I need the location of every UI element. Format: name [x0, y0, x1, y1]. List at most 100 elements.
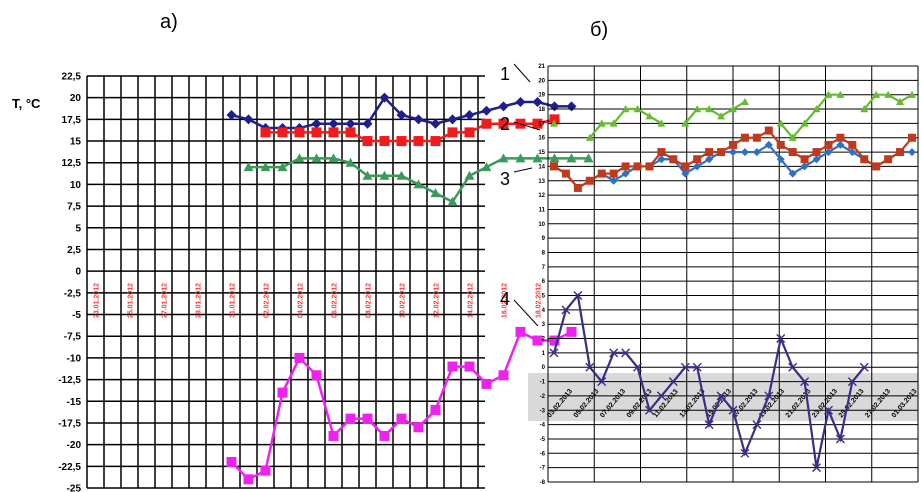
data-point	[645, 162, 654, 171]
data-point	[657, 155, 666, 164]
data-point	[345, 127, 356, 138]
x-date-label: 02.02.2012	[264, 283, 271, 318]
data-point	[776, 155, 785, 164]
data-point	[836, 90, 845, 98]
data-point	[681, 119, 690, 127]
data-point	[481, 118, 492, 129]
y-tick-label: -3	[540, 408, 546, 414]
y-tick-label: -2	[540, 394, 546, 400]
y-tick-label: 10	[538, 222, 545, 228]
data-point	[243, 114, 254, 125]
data-point	[657, 148, 666, 157]
data-point	[740, 148, 749, 157]
data-point	[860, 105, 869, 113]
data-point	[566, 101, 577, 112]
y-tick-label: -5	[540, 437, 546, 443]
y-tick-label: 7	[542, 265, 546, 271]
data-point	[328, 153, 339, 163]
data-point	[633, 105, 642, 113]
y-tick-label: 9	[542, 236, 546, 242]
data-point	[609, 176, 618, 185]
x-date-label: 14.02.2012	[468, 283, 475, 318]
data-point	[430, 118, 441, 129]
y-ticks-panel-a: 22,5 20 17,5 15 12,5 10 7,5 5 2,5 0 -2,5 -5 -7,5 -10 -…	[58, 72, 81, 492]
y-tick-label: 4	[542, 308, 546, 314]
data-point	[716, 391, 726, 401]
y-tick-label: -7,5	[64, 332, 82, 343]
data-point	[243, 474, 254, 485]
data-point	[362, 170, 373, 180]
grid-panel-b	[547, 65, 919, 483]
data-point	[823, 405, 833, 415]
data-point	[812, 105, 821, 113]
data-point	[680, 362, 690, 372]
grid-panel-a	[86, 75, 485, 489]
data-point	[752, 420, 762, 430]
y-tick-label: 17	[538, 121, 545, 127]
data-point	[561, 305, 571, 315]
data-point	[896, 97, 905, 106]
data-point	[824, 90, 833, 98]
data-point	[311, 153, 322, 163]
y-tick-label: 14	[538, 164, 545, 170]
y-tick-label: -1	[540, 380, 546, 386]
data-point	[226, 456, 237, 467]
panel-b-label: б)	[590, 19, 608, 41]
data-point	[644, 405, 654, 415]
y-tick-label: 11	[539, 207, 546, 213]
data-point	[776, 334, 786, 344]
data-point	[836, 140, 845, 149]
x-date-label: 10.02.2012	[400, 283, 407, 318]
data-point	[294, 352, 305, 363]
y-tick-label: 6	[542, 279, 546, 285]
data-point	[260, 127, 271, 138]
data-point	[693, 162, 702, 171]
x-date-label: 08.02.2012	[366, 283, 373, 318]
y-tick-label: 17,5	[62, 115, 82, 126]
data-point	[848, 140, 857, 149]
x-date-label: 29.01.2012	[196, 283, 203, 318]
y-tick-label: 7,5	[67, 202, 81, 213]
y-tick-label: -7	[540, 466, 546, 472]
y-tick-label: -22,5	[58, 462, 81, 473]
data-point	[566, 153, 577, 163]
chart-panel-b: 2120191817161514131211109876543210-1-2-3…	[500, 63, 919, 486]
data-point	[447, 361, 458, 372]
data-point	[585, 176, 594, 185]
data-point	[835, 434, 845, 444]
data-point	[908, 90, 916, 98]
data-point	[621, 348, 631, 358]
data-point	[812, 148, 821, 157]
data-point	[872, 90, 881, 98]
data-point	[812, 155, 821, 164]
data-point	[776, 140, 785, 149]
data-point	[705, 155, 714, 164]
data-point	[693, 155, 702, 164]
data-point	[859, 362, 869, 372]
curve-label-4: 4	[500, 289, 510, 309]
data-point	[481, 378, 492, 389]
data-point	[515, 97, 526, 108]
data-point	[847, 377, 857, 387]
data-point	[800, 155, 809, 164]
data-point	[498, 370, 509, 381]
data-point	[669, 155, 678, 164]
x-date-label: 16.02.2012	[502, 283, 509, 318]
data-point	[836, 133, 845, 142]
y-ticks-panel-b: 2120191817161514131211109876543210-1-2-3…	[538, 64, 545, 486]
data-point	[345, 413, 356, 424]
data-point	[740, 97, 749, 106]
data-point	[583, 153, 594, 163]
data-point	[550, 119, 558, 127]
data-point	[729, 140, 737, 149]
data-point	[597, 377, 607, 387]
data-point	[812, 463, 822, 473]
data-point	[824, 148, 833, 157]
data-point	[692, 362, 702, 372]
data-point	[717, 112, 726, 120]
data-point	[362, 118, 373, 129]
data-point	[740, 133, 749, 142]
data-point	[379, 136, 390, 147]
y-tick-label: 0	[542, 365, 546, 371]
y-tick-label: 12	[538, 193, 545, 199]
